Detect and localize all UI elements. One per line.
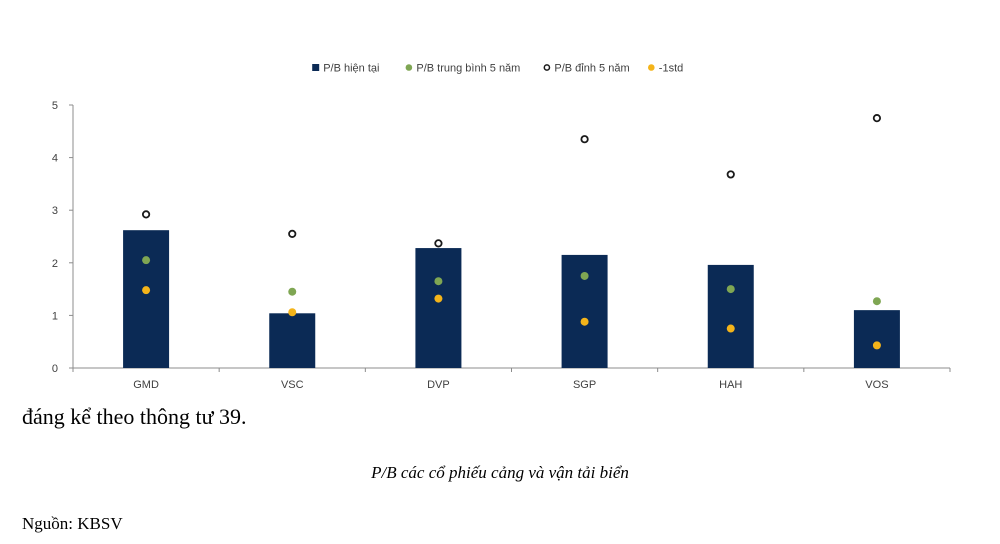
y-tick-label: 1 bbox=[52, 310, 58, 322]
legend-swatch bbox=[648, 64, 655, 71]
x-tick-label-vos: VOS bbox=[865, 379, 888, 391]
x-tick-label-sgp: SGP bbox=[573, 379, 596, 391]
y-tick-label: 0 bbox=[52, 363, 58, 375]
point-p-b-trung-binh-5-nam-sgp bbox=[580, 271, 589, 280]
point-1std-dvp bbox=[434, 294, 443, 303]
bar-hah bbox=[707, 264, 754, 368]
source-note: Nguồn: KBSV bbox=[22, 514, 123, 533]
legend-label: P/B đỉnh 5 năm bbox=[554, 63, 629, 75]
pb-chart: P/B hiện tại P/B trung bình 5 năm P/B đỉnh… bbox=[52, 63, 951, 391]
y-axis: 0 1 2 3 4 5 bbox=[52, 100, 74, 375]
legend-item-p-b-dinh-5-nam: P/B đỉnh 5 năm bbox=[543, 63, 630, 75]
body-text-line: đáng kể theo thông tư 39. bbox=[22, 404, 247, 429]
x-tick-label-hah: HAH bbox=[719, 379, 742, 391]
peak-marker-gmd bbox=[141, 210, 151, 219]
point-1std-sgp bbox=[580, 317, 589, 326]
legend-swatch bbox=[312, 64, 320, 71]
point-p-b-trung-binh-5-nam-hah bbox=[726, 285, 735, 294]
legend-item-p-b-hien-tai: P/B hiện tại bbox=[312, 63, 379, 75]
bar-vsc bbox=[269, 313, 316, 368]
point-1std-hah bbox=[726, 324, 735, 333]
point-1std-vsc bbox=[288, 308, 297, 317]
legend-swatch bbox=[405, 64, 413, 71]
peak-marker-vos bbox=[872, 114, 882, 123]
bar-vos bbox=[853, 310, 900, 368]
y-tick-label: 2 bbox=[52, 258, 58, 270]
point-1std-vos bbox=[872, 341, 881, 350]
bar-sgp bbox=[561, 254, 608, 368]
figure-caption: P/B các cổ phiếu cảng và vận tải biển bbox=[371, 463, 629, 482]
point-1std-gmd bbox=[142, 286, 151, 295]
point-p-b-trung-binh-5-nam-dvp bbox=[434, 277, 443, 286]
point-p-b-trung-binh-5-nam-vos bbox=[872, 297, 881, 306]
x-axis: GMD VSC DVP SGP HAH VOS bbox=[72, 367, 951, 391]
bar-gmd bbox=[123, 230, 170, 368]
bar-dvp bbox=[415, 248, 462, 368]
peak-marker-dvp bbox=[434, 239, 443, 248]
chart-legend: P/B hiện tại P/B trung bình 5 năm P/B đỉnh… bbox=[312, 63, 683, 75]
legend-label: P/B trung bình 5 năm bbox=[416, 63, 520, 75]
point-p-b-trung-binh-5-nam-gmd bbox=[142, 256, 151, 265]
y-tick-label: 3 bbox=[52, 205, 58, 217]
peak-marker-hah bbox=[726, 170, 735, 179]
y-tick-label: 5 bbox=[52, 100, 58, 112]
point-p-b-trung-binh-5-nam-vsc bbox=[288, 287, 297, 296]
legend-label: -1std bbox=[659, 63, 683, 75]
series-1std bbox=[142, 286, 881, 350]
x-tick-label-vsc: VSC bbox=[281, 379, 304, 391]
y-tick-label: 4 bbox=[52, 153, 58, 165]
peak-marker-vsc bbox=[288, 229, 297, 238]
legend-item-1std: -1std bbox=[648, 63, 683, 75]
series-p-b-trung-binh-5-nam bbox=[142, 256, 881, 306]
legend-label: P/B hiện tại bbox=[323, 63, 379, 75]
peak-marker-sgp bbox=[580, 135, 589, 144]
legend-item-p-b-trung-binh-5-nam: P/B trung bình 5 năm bbox=[405, 63, 520, 75]
series-p-b-dinh-5-nam bbox=[141, 114, 882, 248]
x-tick-label-dvp: DVP bbox=[427, 379, 450, 391]
x-tick-label-gmd: GMD bbox=[133, 379, 159, 391]
legend-swatch bbox=[543, 64, 551, 71]
chart-marks bbox=[123, 114, 900, 368]
series-p-b-hien-tai bbox=[123, 230, 900, 368]
